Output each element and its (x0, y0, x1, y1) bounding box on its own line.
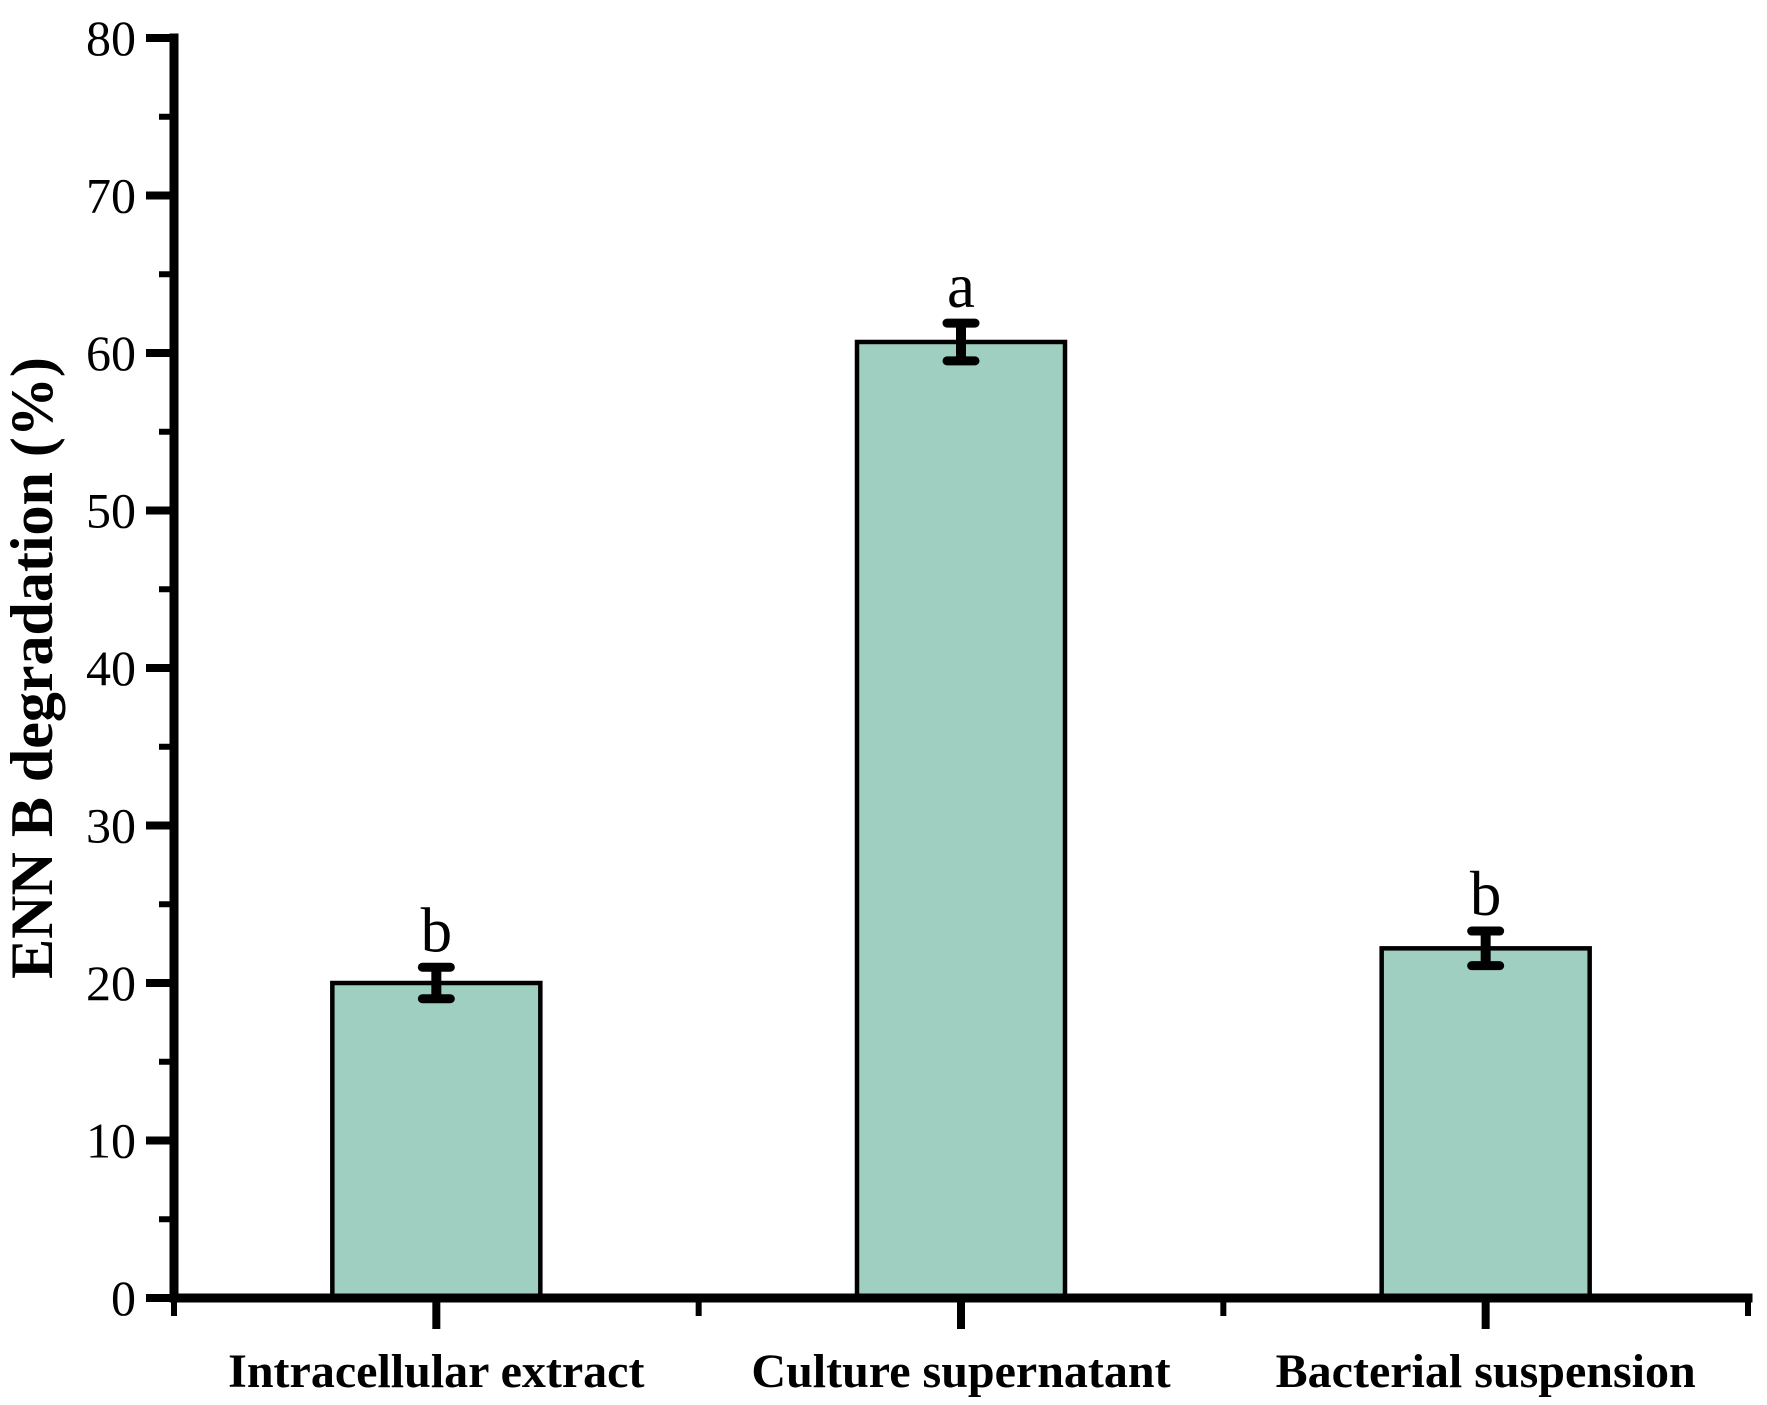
error-bars-group (417, 318, 1505, 1004)
x-category-label-2: Culture supernatant (751, 1345, 1170, 1398)
x-category-label-3: Bacterial suspension (1276, 1345, 1696, 1398)
y-tick-label-0: 0 (111, 1270, 136, 1326)
y-tick-label-60: 60 (86, 325, 136, 381)
y-tick-labels-group: 0 10 20 30 40 50 60 70 80 (86, 10, 136, 1326)
significance-letters-group: b a b (421, 251, 1502, 965)
x-axis-ticks-group (171, 1298, 1751, 1329)
y-tick-label-70: 70 (86, 168, 136, 224)
bar-3 (1379, 946, 1592, 1301)
bars-group (330, 339, 1592, 1301)
y-tick-label-80: 80 (86, 10, 136, 66)
bar-1 (330, 980, 543, 1301)
y-tick-label-30: 30 (86, 798, 136, 854)
y-tick-label-40: 40 (86, 640, 136, 696)
category-labels-group: Intracellular extract Culture supernatant… (228, 1345, 1696, 1398)
significance-letter-1: b (421, 895, 453, 965)
significance-letter-2: a (947, 251, 975, 321)
significance-letter-3: b (1470, 859, 1502, 929)
y-tick-label-20: 20 (86, 955, 136, 1011)
x-category-label-1: Intracellular extract (228, 1345, 644, 1398)
y-axis-title: ENN B degradation (%) (0, 357, 65, 979)
y-tick-label-10: 10 (86, 1113, 136, 1169)
y-axis-ticks-group (146, 34, 174, 1302)
y-tick-label-50: 50 (86, 483, 136, 539)
bar-2 (854, 339, 1068, 1301)
